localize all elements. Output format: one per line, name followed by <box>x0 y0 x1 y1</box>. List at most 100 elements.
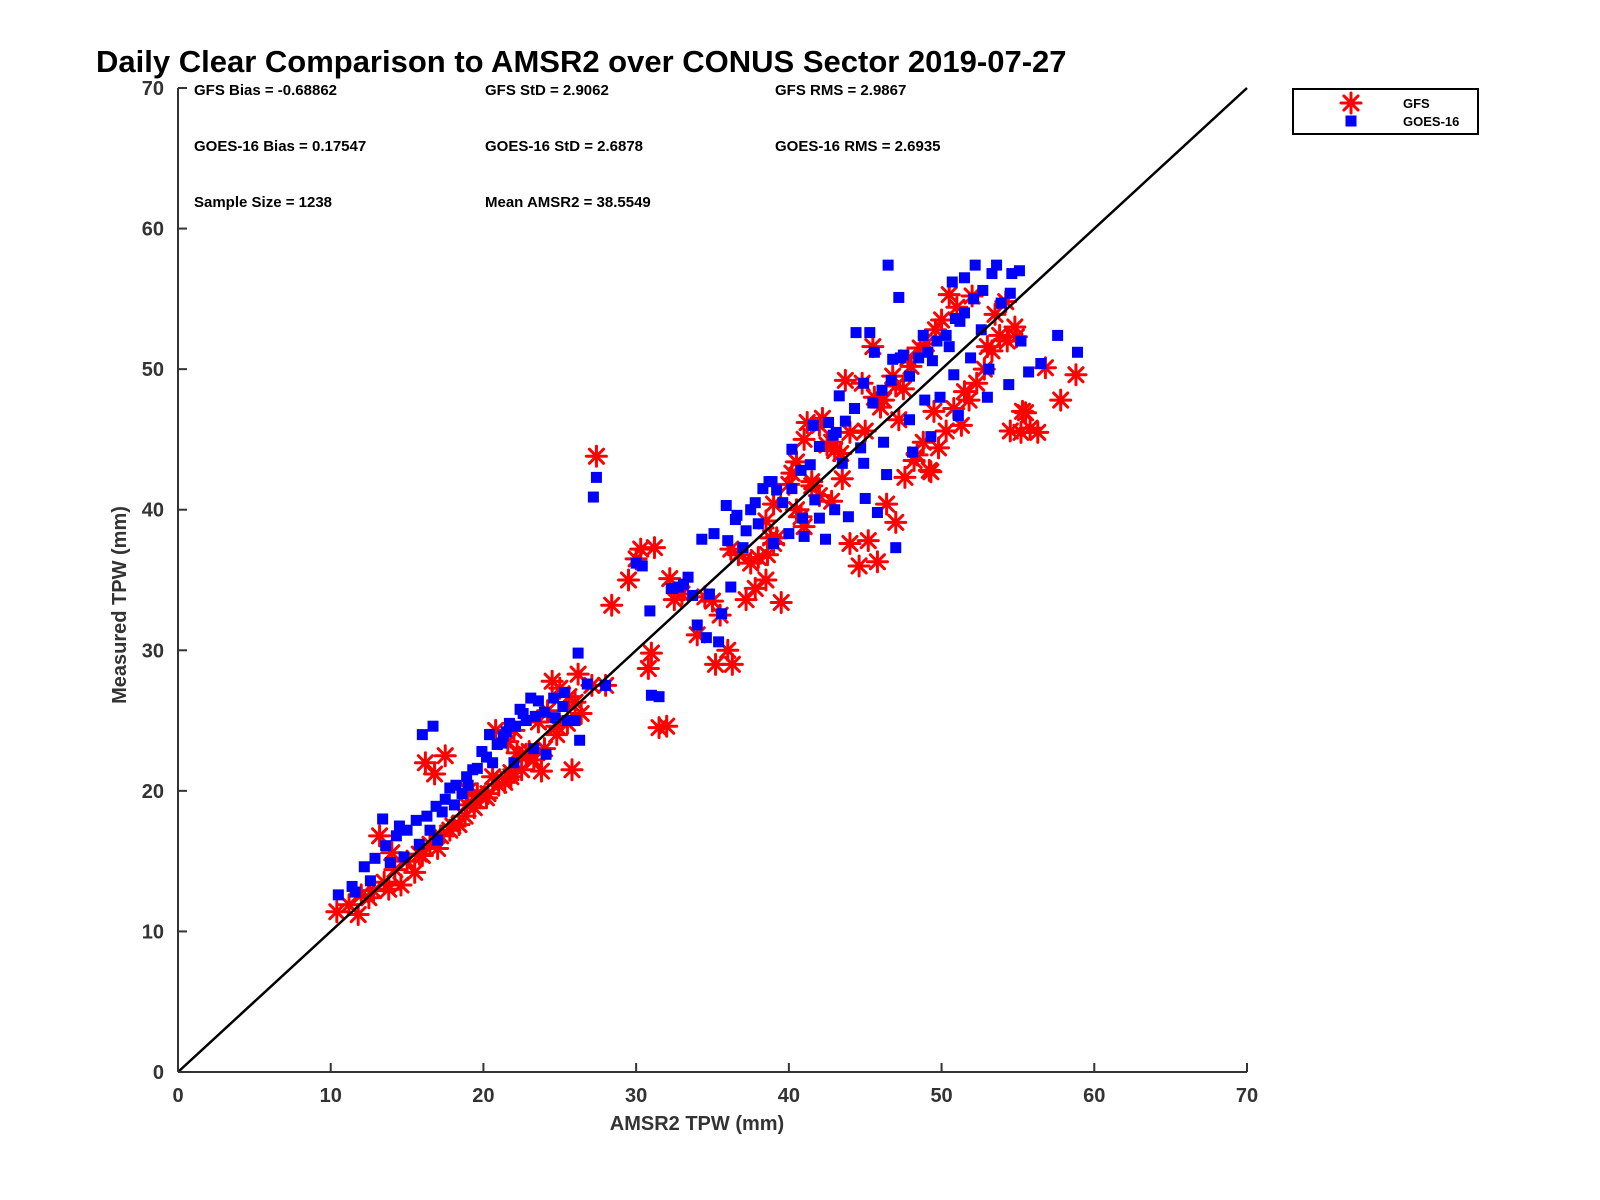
data-point-goes-16 <box>461 771 473 783</box>
data-point-goes-16 <box>636 560 648 572</box>
data-point-goes-16 <box>737 542 749 554</box>
data-point-goes-16 <box>716 608 728 620</box>
y-tick-label: 20 <box>142 781 164 803</box>
x-tick-label: 10 <box>320 1085 342 1107</box>
data-point-goes-16 <box>393 820 405 832</box>
data-point-goes-16 <box>729 514 741 526</box>
data-point-goes-16 <box>836 457 848 469</box>
data-point-goes-16 <box>986 268 998 280</box>
data-point-goes-16 <box>946 276 958 288</box>
data-point-gfs <box>704 652 728 676</box>
data-point-goes-16 <box>991 259 1003 271</box>
data-point-goes-16 <box>968 293 980 305</box>
x-axis-ticks: 0 10 20 30 40 50 60 70 <box>172 1063 1258 1107</box>
data-point-goes-16 <box>975 324 987 336</box>
data-point-goes-16 <box>797 512 809 524</box>
plot-area: 0 10 20 30 40 50 60 70 0 10 20 30 40 50 60 70 <box>142 78 1258 1107</box>
data-point-goes-16 <box>829 504 841 516</box>
y-tick-label: 50 <box>142 359 164 381</box>
data-point-gfs <box>346 903 370 927</box>
data-point-goes-16 <box>786 443 798 455</box>
data-point-goes-16 <box>708 528 720 540</box>
data-point-goes-16 <box>943 341 955 353</box>
x-tick-label: 0 <box>172 1085 183 1107</box>
data-point-goes-16 <box>795 464 807 476</box>
data-point-goes-16 <box>809 494 821 506</box>
data-point-goes-16 <box>922 346 934 358</box>
data-point-goes-16 <box>539 706 551 718</box>
data-point-gfs <box>755 543 779 567</box>
data-point-goes-16 <box>882 259 894 271</box>
data-point-goes-16 <box>931 335 943 347</box>
data-point-goes-16 <box>969 259 981 271</box>
data-point-gfs <box>769 590 793 614</box>
data-point-gfs <box>433 744 457 768</box>
data-point-goes-16 <box>390 830 402 842</box>
data-point-goes-16 <box>887 353 899 365</box>
data-point-goes-16 <box>703 588 715 600</box>
data-point-goes-16 <box>897 349 909 361</box>
data-point-goes-16 <box>427 720 439 732</box>
data-point-goes-16 <box>424 824 436 836</box>
data-point-gfs <box>965 371 989 395</box>
data-point-goes-16 <box>677 578 689 590</box>
data-point-goes-16 <box>700 632 712 644</box>
data-point-goes-16 <box>917 329 929 341</box>
data-point-goes-16 <box>644 605 656 617</box>
data-point-goes-16 <box>823 417 835 429</box>
data-point-goes-16 <box>401 824 413 836</box>
data-point-goes-16 <box>456 788 468 800</box>
data-point-goes-16 <box>332 889 344 901</box>
data-point-goes-16 <box>907 446 919 458</box>
data-point-goes-16 <box>981 391 993 403</box>
data-point-gfs <box>1014 401 1038 425</box>
data-point-goes-16 <box>1052 329 1064 341</box>
data-point-gfs <box>754 568 778 592</box>
data-point-goes-16 <box>349 886 361 898</box>
legend: GFS GOES-16 <box>1292 88 1479 135</box>
data-point-gfs <box>792 427 816 451</box>
data-point-gfs <box>884 510 908 534</box>
data-point-goes-16 <box>904 414 916 426</box>
data-point-gfs <box>462 796 486 820</box>
data-point-goes-16 <box>890 542 902 554</box>
data-point-goes-16 <box>833 390 845 402</box>
data-point-goes-16 <box>827 429 839 441</box>
data-point-goes-16 <box>876 384 888 396</box>
data-point-goes-16 <box>509 720 521 732</box>
data-point-gfs <box>927 436 951 460</box>
data-point-gfs <box>833 368 857 392</box>
data-point-goes-16 <box>919 394 931 406</box>
data-point-goes-16 <box>561 715 573 727</box>
data-point-goes-16 <box>436 806 448 818</box>
data-point-goes-16 <box>462 779 474 791</box>
data-point-gfs <box>937 283 961 307</box>
data-point-goes-16 <box>497 730 509 742</box>
data-point-goes-16 <box>691 619 703 631</box>
data-point-goes-16 <box>740 525 752 537</box>
data-point-goes-16 <box>450 779 462 791</box>
data-point-goes-16 <box>855 442 867 454</box>
stats-block: GFS Bias = -0.68862 GFS StD = 2.9062 GFS R… <box>194 82 941 211</box>
data-point-goes-16 <box>864 327 876 339</box>
data-point-goes-16 <box>871 507 883 519</box>
data-point-goes-16 <box>413 838 425 850</box>
data-point-goes-16 <box>548 692 560 704</box>
data-point-goes-16 <box>557 701 569 713</box>
data-point-gfs <box>975 335 999 359</box>
data-point-goes-16 <box>346 880 358 892</box>
data-point-goes-16 <box>749 497 761 509</box>
data-point-goes-16 <box>529 710 541 722</box>
data-point-goes-16 <box>813 440 825 452</box>
data-point-goes-16 <box>687 589 699 601</box>
data-point-gfs <box>739 551 763 575</box>
stat-text: Mean AMSR2 = 38.5549 <box>485 194 651 211</box>
data-point-goes-16 <box>867 397 879 409</box>
data-point-goes-16 <box>600 679 612 691</box>
legend-label: GFS <box>1403 96 1430 111</box>
x-tick-label: 40 <box>778 1085 800 1107</box>
data-point-goes-16 <box>1015 335 1027 347</box>
data-point-goes-16 <box>913 352 925 364</box>
stat-text: GFS RMS = 2.9867 <box>775 82 906 99</box>
data-point-goes-16 <box>722 535 734 547</box>
